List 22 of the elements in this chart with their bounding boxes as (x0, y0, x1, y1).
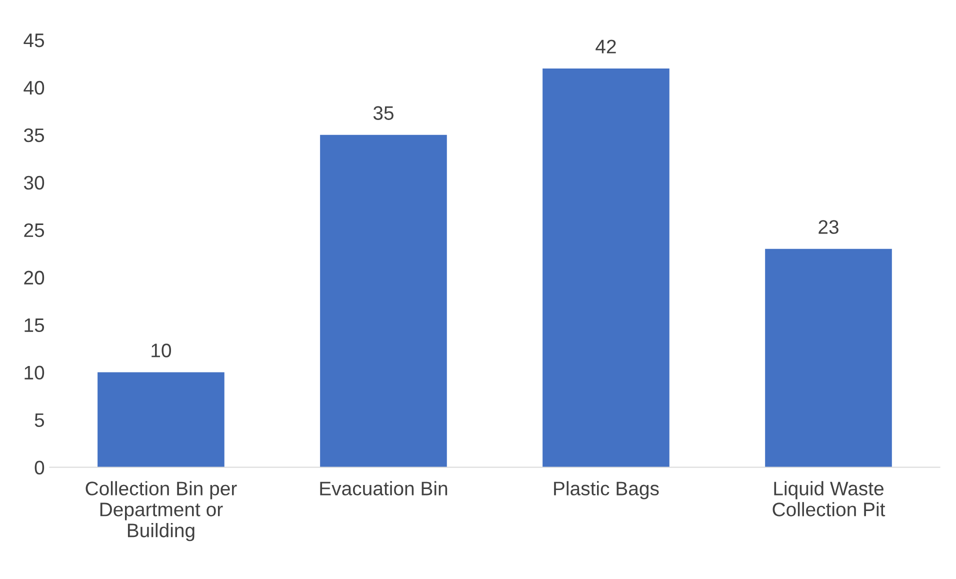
y-tick-label: 20 (24, 270, 44, 285)
bar (542, 68, 670, 468)
data-label: 35 (373, 106, 394, 120)
y-tick-label: 40 (24, 80, 44, 95)
data-label: 10 (152, 344, 172, 358)
x-tick-label: Plastic Bags (554, 481, 659, 500)
x-tick-label: Liquid Waste Collection Pit (772, 481, 886, 516)
bar (765, 248, 892, 468)
y-tick-label: 5 (34, 413, 44, 428)
y-tick-label: 45 (24, 34, 44, 48)
data-label: 42 (596, 40, 616, 54)
bar (98, 372, 224, 468)
y-tick-label: 15 (24, 318, 44, 332)
bar (320, 134, 447, 468)
x-tick-label: Collection Bin per Department or Building (86, 481, 237, 542)
data-label: 23 (818, 220, 838, 234)
y-tick-label: 35 (24, 128, 44, 142)
y-tick-label: 0 (34, 460, 44, 474)
y-tick-label: 30 (24, 176, 44, 190)
x-tick-label: Evacuation Bin (320, 481, 448, 496)
y-tick-label: 25 (24, 223, 44, 238)
y-tick-label: 10 (24, 366, 44, 380)
